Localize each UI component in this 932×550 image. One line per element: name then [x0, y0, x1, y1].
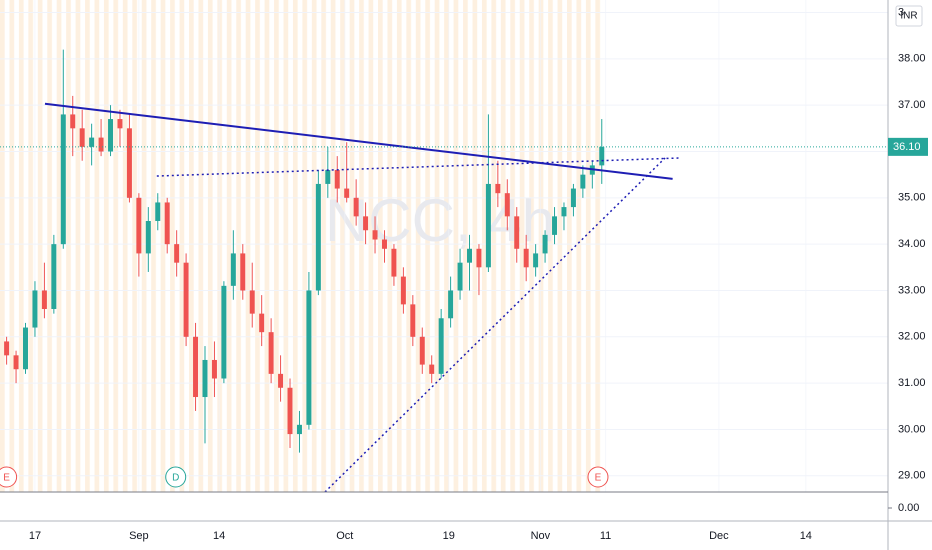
event-label: D	[172, 473, 179, 484]
y-tick-label: 34.00	[898, 238, 926, 250]
candle-body	[306, 290, 312, 425]
y-tick-label: 37.00	[898, 99, 926, 111]
candle-body	[419, 336, 425, 365]
candle-body	[467, 248, 473, 263]
candle-body	[391, 248, 397, 277]
y-tick-label: 29.00	[898, 470, 926, 482]
candle-body	[41, 290, 47, 310]
candle-body	[155, 202, 161, 221]
trend-line	[156, 157, 680, 177]
candle-body	[13, 355, 19, 370]
candle-body	[504, 193, 510, 217]
last-price-label: 36.10	[893, 141, 921, 153]
price-axis	[888, 0, 932, 550]
candle-body	[89, 137, 95, 147]
event-marker[interactable]	[165, 466, 187, 488]
candle-body	[580, 174, 586, 189]
candle-body	[249, 290, 255, 314]
candle-body	[381, 239, 387, 249]
trend-line	[44, 102, 673, 180]
x-tick-label: Nov	[531, 530, 551, 542]
candle-body	[476, 248, 482, 268]
candle-body	[51, 244, 57, 310]
candle-body	[533, 253, 539, 268]
candle-body	[79, 128, 85, 147]
candle-body	[296, 424, 302, 435]
candle-body	[363, 216, 369, 231]
candle-body	[174, 244, 180, 263]
y-tick-label: 30.00	[898, 423, 926, 435]
candle-body	[221, 285, 227, 379]
x-tick-label: 11	[600, 530, 611, 542]
event-marker[interactable]	[0, 466, 18, 488]
candle-body	[70, 114, 76, 129]
candle-body	[268, 332, 274, 374]
x-tick-label: Dec	[709, 530, 729, 542]
candle-body	[561, 207, 567, 217]
candle-body	[240, 253, 246, 291]
candle-body	[108, 119, 114, 152]
y-tick-label: 31.00	[898, 377, 926, 389]
candle-body	[136, 197, 142, 254]
currency: INR	[900, 11, 917, 22]
candle-body	[448, 290, 454, 319]
candle-body	[193, 336, 199, 398]
candle-body	[4, 341, 10, 356]
candle-body	[32, 290, 38, 328]
candle-body	[457, 262, 463, 291]
candle-body	[552, 216, 558, 235]
event-marker[interactable]	[587, 466, 609, 488]
pane2-tick-label: 0.00	[898, 502, 919, 514]
candle-body	[145, 220, 151, 254]
session-background	[0, 0, 603, 492]
x-tick-label: 19	[443, 530, 455, 542]
candle-body	[259, 313, 265, 333]
x-tick-label: Sep	[129, 530, 149, 542]
y-tick-label: 32.00	[898, 331, 926, 343]
candle-body	[334, 170, 340, 189]
candle-body	[438, 318, 444, 374]
y-tick-label: 35.00	[898, 192, 926, 204]
candle-body	[495, 183, 501, 194]
candle-body	[287, 387, 293, 435]
candle-body	[126, 128, 132, 198]
y-tick-label: 38.00	[898, 53, 926, 65]
candle-body	[98, 137, 104, 152]
y-tick-label: 3	[898, 6, 904, 18]
candle-body	[372, 230, 378, 240]
currency-box[interactable]	[895, 5, 923, 27]
candle-body	[23, 327, 29, 370]
candle-body	[542, 234, 548, 254]
candle-body	[570, 188, 576, 208]
candle-body	[211, 359, 217, 379]
candle-body	[410, 304, 416, 337]
candle-body	[183, 262, 189, 337]
candle-body	[599, 146, 605, 166]
y-tick-label: 33.00	[898, 284, 926, 296]
candle-body	[344, 188, 350, 198]
candle-body	[230, 253, 236, 286]
candle-body	[60, 114, 66, 245]
candle-body	[514, 216, 520, 249]
candle-body	[117, 119, 123, 129]
event-label: E	[595, 473, 602, 484]
candle-body	[202, 359, 208, 398]
x-tick-label: 14	[800, 530, 812, 542]
x-tick-label: Oct	[336, 530, 353, 542]
candle-body	[278, 373, 284, 388]
candle-body	[485, 183, 491, 268]
candle-body	[400, 276, 406, 305]
candle-body	[315, 183, 321, 291]
candle-body	[429, 364, 435, 374]
candle-body	[523, 248, 529, 268]
candle-body	[164, 202, 170, 245]
candle-body	[353, 197, 359, 217]
candle-body	[325, 170, 331, 184]
last-price-box	[888, 137, 928, 156]
event-label: E	[3, 473, 10, 484]
x-tick-label: 17	[29, 530, 41, 542]
x-tick-label: 14	[213, 530, 225, 542]
